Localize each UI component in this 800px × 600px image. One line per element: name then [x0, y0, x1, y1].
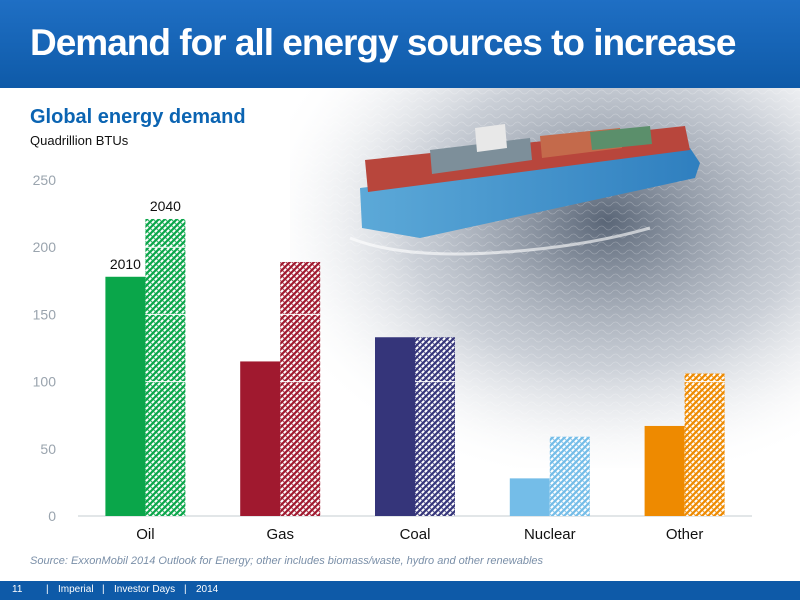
category-label: Nuclear: [524, 526, 576, 543]
category-label: Coal: [400, 526, 431, 543]
bar-2040-nuclear: [549, 436, 590, 516]
header-bar: Demand for all energy sources to increas…: [0, 0, 800, 88]
bar-2010-gas: [240, 361, 281, 516]
y-tick-label: 250: [33, 172, 57, 188]
bar-2040-coal: [415, 337, 455, 516]
bar-2010-oil: [105, 276, 146, 516]
page-number: 11: [12, 584, 23, 595]
chart-title: Global energy demand: [30, 106, 246, 128]
footer-year: 2014: [196, 584, 219, 595]
slide-title: Demand for all energy sources to increas…: [30, 22, 736, 63]
y-tick-label: 0: [48, 508, 56, 524]
category-label: Oil: [136, 526, 154, 543]
footer-bar: 11 | Imperial | Investor Days | 2014: [0, 581, 800, 600]
footer-company: Imperial: [58, 584, 94, 595]
footer-separator: |: [184, 584, 187, 595]
bar-2040-other: [684, 373, 725, 516]
source-note: Source: ExxonMobil 2014 Outlook for Ener…: [30, 555, 544, 567]
category-label: Other: [666, 526, 704, 543]
y-axis-unit-label: Quadrillion BTUs: [30, 133, 129, 148]
category-label: Gas: [266, 526, 294, 543]
footer-separator: |: [102, 584, 105, 595]
bar-2010-other: [644, 425, 685, 516]
bar-chart: 0 50 100 150 200 250 Oil 2010 2040 Gas Coal Nuclea…: [33, 172, 752, 543]
container-ship-image: [290, 88, 800, 468]
bar-2040-oil: [145, 218, 186, 516]
bar-2010-coal: [375, 337, 415, 516]
footer-separator: |: [46, 584, 49, 595]
series-label-2040: 2040: [150, 198, 181, 214]
series-label-2010: 2010: [110, 256, 141, 272]
y-tick-label: 50: [40, 441, 56, 457]
y-tick-label: 100: [33, 374, 57, 390]
footer-event: Investor Days: [114, 584, 176, 595]
y-tick-label: 150: [33, 306, 57, 322]
y-tick-label: 200: [33, 239, 57, 255]
bar-2010-nuclear: [509, 478, 550, 516]
bar-2040-gas: [280, 261, 321, 516]
